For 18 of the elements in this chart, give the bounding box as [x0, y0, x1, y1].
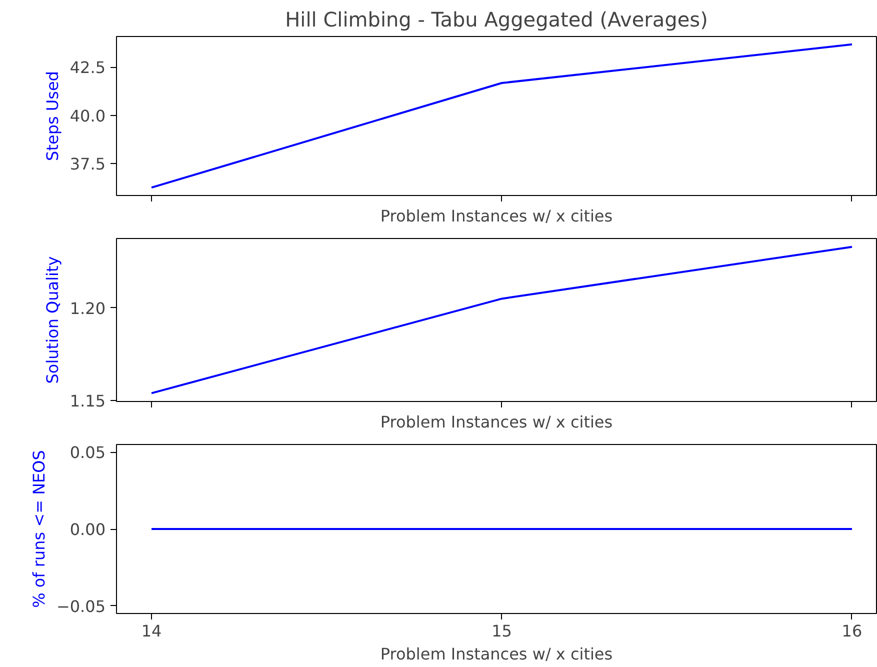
chart-title: Hill Climbing - Tabu Aggegated (Averages) [285, 8, 708, 32]
x-axis-title: Problem Instances w/ x cities [380, 206, 613, 226]
y-tick-label: 42.5 [70, 58, 106, 78]
y-axis-title: Steps Used [42, 71, 62, 161]
x-tick-label: 15 [492, 622, 512, 640]
y-tick-label: 0.05 [70, 443, 106, 462]
x-axis-title: Problem Instances w/ x cities [380, 644, 613, 664]
x-tick-label: 14 [141, 622, 162, 640]
y-tick-label: 1.15 [70, 392, 106, 411]
y-tick-label: 40.0 [70, 106, 106, 126]
y-axis-title: % of runs <= NEOS [29, 450, 48, 608]
y-axis-title: Solution Quality [42, 256, 62, 384]
x-tick-label: 16 [842, 622, 862, 640]
x-axis-title: Problem Instances w/ x cities [380, 412, 613, 432]
y-tick-label: −0.05 [56, 596, 106, 616]
y-tick-label: 0.00 [70, 520, 106, 539]
y-tick-label: 1.20 [70, 298, 106, 318]
y-tick-label: 37.5 [70, 154, 106, 174]
